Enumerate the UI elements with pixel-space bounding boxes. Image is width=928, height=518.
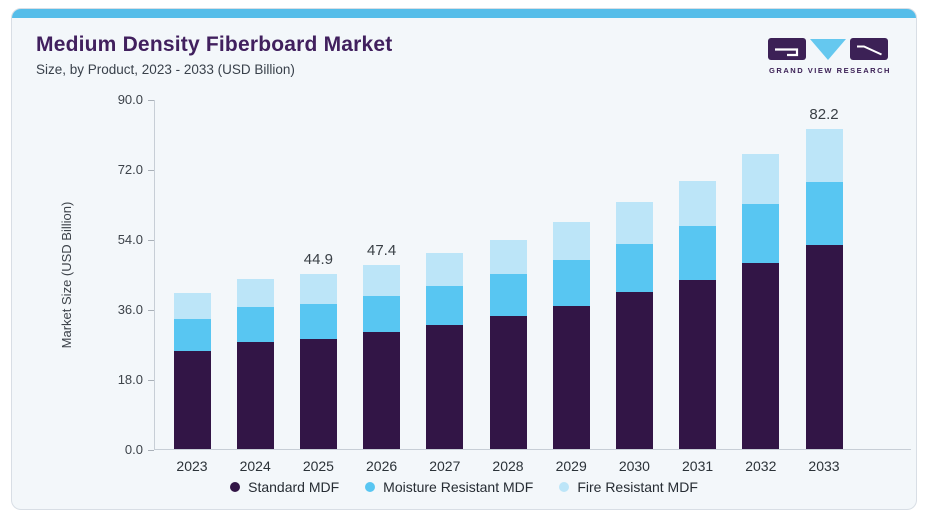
bar-value-label-2025: 44.9 <box>303 251 333 269</box>
legend-swatch <box>559 482 570 492</box>
chart-header: Medium Density Fiberboard Market Size, b… <box>36 33 392 77</box>
logo-v-triangle <box>810 39 846 60</box>
y-tick-mark <box>148 169 154 171</box>
chart-title: Medium Density Fiberboard Market <box>36 33 393 56</box>
bar-group-2032 <box>742 154 780 449</box>
y-axis-title: Market Size (USD Billion) <box>59 201 74 348</box>
legend-swatch <box>230 482 241 492</box>
bar-segment-standard-mdf <box>489 316 527 449</box>
bar-value-label-2033: 82.2 <box>809 106 839 124</box>
x-tick-label-2024: 2024 <box>239 458 271 474</box>
bar-segment-standard-mdf <box>679 279 717 449</box>
y-tick-label: 0.0 <box>124 442 143 457</box>
bar-segment-fire-resistant-mdf <box>742 154 780 204</box>
bar-group-2026 <box>363 264 401 449</box>
y-tick-mark <box>148 309 154 311</box>
bar-segment-standard-mdf <box>805 245 843 449</box>
logo-r-glyph <box>857 45 882 56</box>
x-tick-label-2031: 2031 <box>682 458 714 474</box>
legend-label: Standard MDF <box>248 479 340 495</box>
chart-card: Medium Density Fiberboard Market Size, b… <box>11 8 917 510</box>
bar-group-2028 <box>489 240 527 449</box>
bar-segment-standard-mdf <box>742 263 780 449</box>
x-tick-label-2032: 2032 <box>745 458 777 474</box>
chart-subtitle: Size, by Product, 2023 - 2033 (USD Billi… <box>36 62 295 77</box>
bar-segment-fire-resistant-mdf <box>173 292 211 319</box>
bar-segment-moisture-resistant-mdf <box>299 303 337 339</box>
legend-swatch <box>365 482 376 492</box>
bar-group-2030 <box>615 202 653 449</box>
logo-text: GRAND VIEW RESEARCH <box>769 66 891 75</box>
legend-item-standard-mdf: Standard MDF <box>230 479 339 495</box>
x-tick-label-2029: 2029 <box>555 458 587 474</box>
bar-segment-fire-resistant-mdf <box>679 181 717 226</box>
bar-group-2024 <box>236 279 274 449</box>
y-tick-mark <box>148 379 154 381</box>
bar-segment-fire-resistant-mdf <box>552 222 590 261</box>
x-tick-label-2025: 2025 <box>302 458 334 474</box>
bar-segment-fire-resistant-mdf <box>363 264 401 296</box>
bar-segment-standard-mdf <box>173 351 211 449</box>
bar-group-2031 <box>679 181 717 449</box>
bar-group-2025 <box>299 274 337 449</box>
y-tick-mark <box>148 99 154 101</box>
bar-segment-fire-resistant-mdf <box>489 240 527 274</box>
bar-segment-moisture-resistant-mdf <box>489 273 527 317</box>
bar-segment-fire-resistant-mdf <box>426 253 464 287</box>
bar-group-2023 <box>173 292 211 449</box>
bar-segment-moisture-resistant-mdf <box>742 203 780 264</box>
bar-group-2029 <box>552 222 590 449</box>
bar-segment-standard-mdf <box>552 305 590 449</box>
legend-label: Fire Resistant MDF <box>577 479 698 495</box>
bar-segment-fire-resistant-mdf <box>615 202 653 244</box>
y-tick-mark <box>148 449 154 451</box>
logo-g-glyph <box>775 48 799 57</box>
bar-segment-moisture-resistant-mdf <box>236 307 274 342</box>
bar-segment-fire-resistant-mdf <box>805 129 843 183</box>
legend-item-moisture-resistant-mdf: Moisture Resistant MDF <box>365 479 533 495</box>
x-tick-label-2026: 2026 <box>366 458 398 474</box>
legend: Standard MDF Moisture Resistant MDF Fire R… <box>12 479 916 495</box>
bar-segment-standard-mdf <box>236 341 274 449</box>
bar-segment-fire-resistant-mdf <box>236 279 274 308</box>
plot-area: Market Size (USD Billion) 0.0 18.0 36.0 54.… <box>59 92 911 474</box>
y-tick-label: 90.0 <box>117 92 143 107</box>
card-accent-bar <box>12 9 916 18</box>
y-tick-label: 36.0 <box>117 302 143 317</box>
bar-segment-standard-mdf <box>426 325 464 449</box>
y-tick-mark <box>148 239 154 241</box>
y-tick-label: 18.0 <box>117 372 143 387</box>
bar-value-label-2026: 47.4 <box>366 241 397 259</box>
grand-view-research-logo: GRAND VIEW RESEARCH <box>768 38 891 75</box>
bar-segment-moisture-resistant-mdf <box>679 225 717 280</box>
bar-segment-moisture-resistant-mdf <box>552 260 590 306</box>
bar-segment-standard-mdf <box>299 338 337 449</box>
y-tick-label: 54.0 <box>117 232 143 247</box>
bar-group-2033 <box>805 129 843 449</box>
bar-segment-moisture-resistant-mdf <box>805 182 843 246</box>
x-tick-label-2027: 2027 <box>429 458 461 474</box>
x-tick-label-2028: 2028 <box>492 458 524 474</box>
bar-segment-standard-mdf <box>363 332 401 449</box>
bar-segment-moisture-resistant-mdf <box>615 243 653 293</box>
x-tick-label-2030: 2030 <box>618 458 650 474</box>
legend-label: Moisture Resistant MDF <box>383 479 534 495</box>
bar-group-2027 <box>426 253 464 449</box>
x-tick-label-2033: 2033 <box>808 458 840 474</box>
bar-segment-moisture-resistant-mdf <box>363 295 401 333</box>
bar-segment-moisture-resistant-mdf <box>426 286 464 326</box>
bar-segment-standard-mdf <box>615 292 653 449</box>
x-tick-label-2023: 2023 <box>176 458 208 474</box>
legend-item-fire-resistant-mdf: Fire Resistant MDF <box>559 479 698 495</box>
bar-segment-moisture-resistant-mdf <box>173 318 211 351</box>
bar-segment-fire-resistant-mdf <box>299 274 337 304</box>
y-tick-label: 72.0 <box>117 162 143 177</box>
